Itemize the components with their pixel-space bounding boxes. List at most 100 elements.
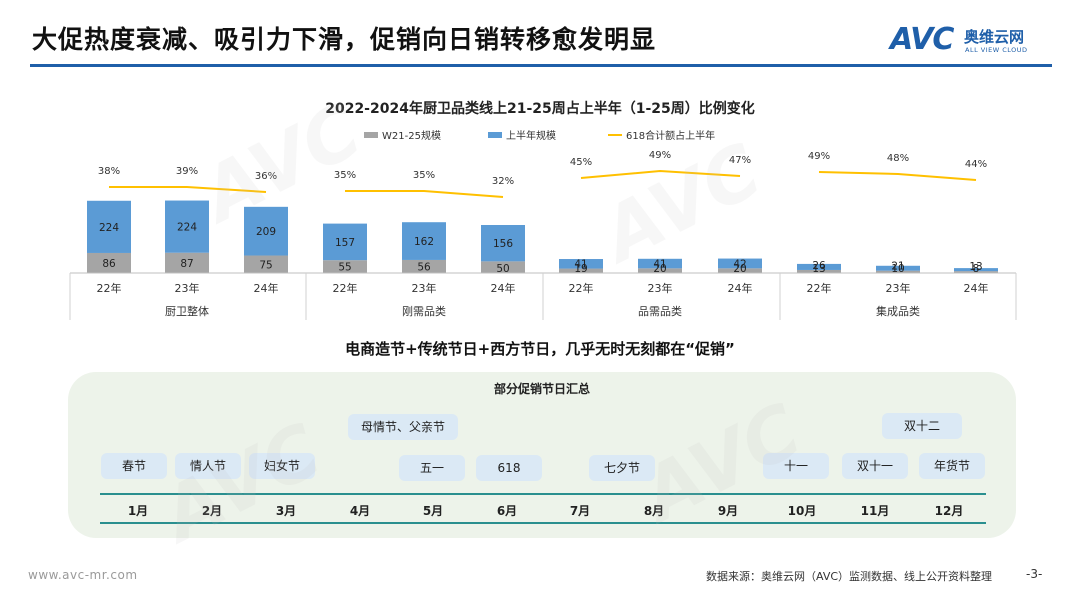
data-label: 47%: [729, 155, 751, 166]
data-label: 35%: [334, 170, 356, 181]
x-tick-label: 23年: [412, 281, 437, 295]
month-label: 4月: [349, 504, 371, 518]
legend-swatch: [488, 132, 502, 138]
holiday-spring-festival: 春节: [101, 453, 167, 479]
data-label: 48%: [887, 153, 909, 164]
holiday-mothers-fathers-day: 母情节、父亲节: [348, 414, 458, 440]
logo-tagline: ALL VIEW CLOUD: [965, 46, 1028, 54]
bar-first-half: [718, 258, 762, 269]
bar-first-half: [797, 263, 841, 270]
bar-w21-25: [718, 268, 762, 273]
group-label: 集成品类: [876, 304, 920, 318]
data-label: 224: [177, 222, 197, 234]
bar-first-half: [638, 258, 682, 269]
holiday-qixi: 七夕节: [589, 455, 655, 481]
legend-swatch: [364, 132, 378, 138]
month-label: 12月: [934, 504, 964, 518]
chart-title: 2022-2024年厨卫品类线上21-25周占上半年（1-25周）比例变化: [325, 101, 755, 117]
data-source: 数据来源：奥维云网（AVC）监测数据、线上公开资料整理: [706, 570, 993, 583]
month-label: 2月: [201, 504, 223, 518]
page-number: -3-: [1026, 567, 1043, 581]
data-label: 8: [973, 263, 980, 275]
data-label: 44%: [965, 159, 987, 170]
data-label: 50: [496, 263, 509, 275]
data-label: 75: [259, 259, 272, 271]
data-label: 36%: [255, 171, 277, 182]
timeline-top-line: [100, 493, 986, 495]
series-line-618-share: [109, 186, 267, 193]
data-label: 26: [812, 260, 826, 272]
group-label: 品需品类: [638, 304, 682, 318]
bar-w21-25: [797, 269, 841, 273]
series-line-618-share: [818, 171, 977, 181]
data-label: 86: [102, 258, 116, 270]
bar-w21-25: [165, 252, 209, 273]
festival-panel-title: 部分促销节日汇总: [493, 382, 590, 396]
data-label: 20: [653, 263, 666, 275]
stacked-bar-chart: W21-25规模 上半年规模 618合计额占上半年 224 86 224 87 209 75 15…: [69, 129, 1017, 320]
data-label: 157: [335, 237, 355, 249]
x-tick-label: 24年: [254, 281, 279, 295]
group-label: 厨卫整体: [165, 304, 209, 318]
data-label: 13: [969, 261, 982, 273]
x-tick-label: 22年: [807, 281, 832, 295]
data-label: 38%: [98, 166, 120, 177]
month-label: 7月: [569, 504, 591, 518]
bar-first-half: [876, 265, 920, 271]
month-label: 6月: [496, 504, 518, 518]
x-tick-label: 22年: [333, 281, 358, 295]
data-label: 49%: [649, 150, 671, 161]
month-label: 9月: [717, 504, 739, 518]
bar-w21-25: [244, 255, 288, 273]
page-title: 大促热度衰减、吸引力下滑，促销向日销转移愈发明显: [32, 25, 657, 54]
legend-label: 上半年规模: [506, 129, 556, 142]
x-tick-label: 24年: [728, 281, 753, 295]
x-tick-label: 22年: [97, 281, 122, 295]
data-label: 41: [653, 258, 666, 270]
month-label: 1月: [127, 504, 149, 518]
bar-w21-25: [559, 268, 603, 273]
bar-w21-25: [638, 268, 682, 273]
bar-first-half: [244, 206, 288, 256]
data-label: 39%: [176, 166, 198, 177]
data-label: 19: [574, 263, 587, 275]
title-divider: [30, 64, 1052, 67]
x-tick-label: 24年: [964, 281, 989, 295]
holiday-valentines-day: 情人节: [175, 453, 241, 479]
website-url: www.avc-mr.com: [28, 568, 138, 582]
series-line-618-share: [345, 190, 504, 198]
holiday-new-year-goods: 年货节: [919, 453, 985, 479]
timeline-bottom-line: [100, 522, 986, 524]
month-label: 10月: [787, 504, 817, 518]
month-label: 11月: [860, 504, 890, 518]
data-label: 209: [256, 226, 276, 238]
bar-w21-25: [481, 261, 525, 273]
x-tick-label: 23年: [648, 281, 673, 295]
series-line-618-share: [580, 169, 741, 179]
logo: AVC 奥维云网 ALL VIEW CLOUD: [890, 22, 1050, 58]
bar-w21-25: [954, 271, 998, 273]
holiday-womens-day: 妇女节: [249, 453, 315, 479]
bar-w21-25: [402, 259, 446, 273]
bar-first-half: [323, 223, 367, 261]
bar-first-half: [165, 200, 209, 253]
data-label: 13: [812, 263, 825, 275]
bar-first-half: [559, 259, 603, 269]
data-label: 32%: [492, 176, 514, 187]
x-tick-label: 23年: [886, 281, 911, 295]
logo-name: 奥维云网: [964, 28, 1025, 46]
bar-first-half: [402, 222, 446, 260]
data-label: 55: [338, 262, 351, 274]
bar-first-half: [481, 225, 525, 262]
data-label: 156: [493, 238, 513, 250]
logo-mark: AVC: [890, 22, 954, 57]
legend-label: 618合计额占上半年: [626, 129, 715, 142]
bar-w21-25: [87, 252, 131, 273]
data-label: 162: [414, 236, 434, 248]
group-label: 刚需品类: [402, 304, 446, 318]
section-subtitle: 电商造节+传统节日+西方节日，几乎无时无刻都在“促销”: [345, 340, 735, 358]
data-label: 10: [891, 263, 904, 275]
data-label: 41: [574, 259, 587, 271]
data-label: 20: [733, 263, 746, 275]
holiday-618: 618: [476, 455, 542, 481]
